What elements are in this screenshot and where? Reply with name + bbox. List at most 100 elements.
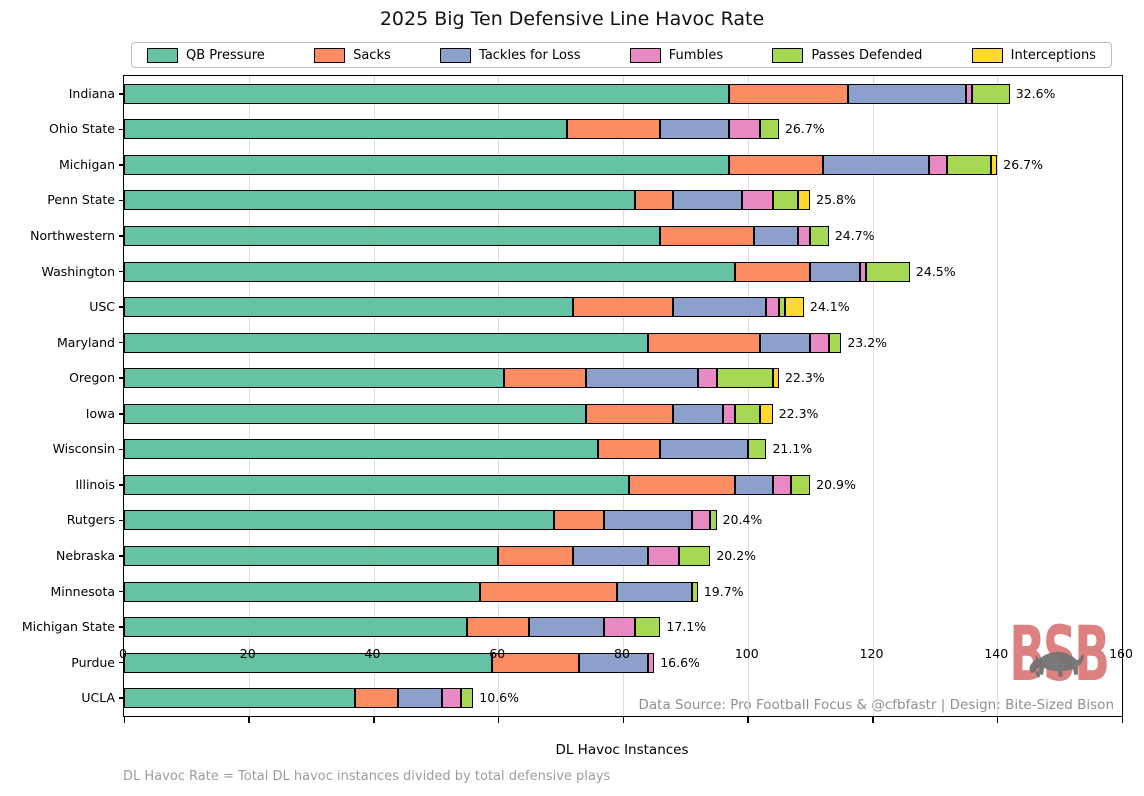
y-axis-tick — [119, 235, 124, 237]
bar-segment-fumbles — [691, 510, 711, 531]
y-axis-tick — [119, 164, 124, 166]
havoc-rate-label: 20.9% — [816, 476, 856, 492]
x-axis-tick-label: 0 — [119, 646, 127, 661]
x-axis-label: DL Havoc Instances — [555, 742, 689, 758]
x-axis-tick-label: 40 — [364, 646, 381, 661]
x-axis-tick — [373, 717, 375, 723]
bar-segment-fumbles — [697, 368, 717, 389]
x-axis-tick-label: 120 — [859, 646, 884, 661]
y-axis-tick — [119, 377, 124, 379]
bar-segment-fumbles — [928, 154, 948, 175]
y-axis-team-label: Ohio State — [49, 121, 115, 137]
bar-segment-interceptions — [797, 190, 811, 211]
legend-swatch-icon — [629, 47, 661, 63]
y-axis-tick — [119, 199, 124, 202]
y-axis-team-label: USC — [89, 299, 115, 315]
bar-segment-tackles-for-loss — [822, 154, 929, 175]
bar-segment-qb-pressure — [124, 297, 574, 318]
legend-label: QB Pressure — [186, 47, 265, 63]
x-axis-tick-label: 80 — [614, 646, 630, 661]
gridline — [248, 76, 250, 716]
bar-segment-qb-pressure — [124, 546, 499, 566]
gridline — [373, 76, 375, 716]
y-axis-tick — [119, 661, 124, 664]
y-axis-team-label: Iowa — [85, 405, 115, 421]
y-axis-team-label: Michigan — [58, 156, 115, 172]
havoc-rate-label: 20.4% — [722, 512, 763, 528]
bar-segment-passes-defended — [828, 332, 842, 353]
bar-segment-passes-defended — [778, 297, 786, 318]
bar-segment-tackles-for-loss — [672, 403, 723, 424]
legend-swatch-icon — [772, 47, 804, 63]
legend-label: Fumbles — [668, 47, 724, 63]
havoc-rate-label: 22.3% — [778, 405, 819, 421]
bar-segment-passes-defended — [710, 510, 717, 531]
bar-segment-fumbles — [647, 652, 655, 673]
havoc-rate-label: 19.7% — [703, 583, 744, 599]
bar-segment-tackles-for-loss — [616, 581, 692, 602]
y-axis-tick — [119, 626, 124, 628]
havoc-rate-label: 24.5% — [915, 263, 956, 279]
gridline — [997, 76, 999, 716]
gridline — [872, 76, 874, 716]
bar-segment-interceptions — [760, 403, 773, 424]
data-source-credit: Data Source: Pro Football Focus & @cfbfa… — [638, 697, 1114, 713]
gridline — [498, 76, 500, 716]
bar-segment-sacks — [554, 510, 605, 531]
bar-segment-passes-defended — [791, 474, 811, 495]
legend-label: Passes Defended — [811, 47, 923, 63]
bar-segment-tackles-for-loss — [604, 510, 692, 531]
bar-segment-tackles-for-loss — [660, 119, 730, 140]
bar-segment-fumbles — [766, 297, 779, 318]
bar-segment-interceptions — [785, 297, 804, 318]
gridline — [623, 76, 624, 716]
y-axis-tick — [119, 270, 124, 273]
y-axis-team-label: Oregon — [69, 370, 115, 386]
bar-segment-fumbles — [966, 83, 973, 104]
definition-note: DL Havoc Rate = Total DL havoc instances… — [123, 769, 611, 784]
legend-item-fumbles: Fumbles — [629, 47, 724, 63]
bar-segment-sacks — [735, 261, 811, 282]
bar-segment-sacks — [504, 368, 586, 389]
x-axis-tick — [123, 717, 125, 723]
bar-segment-qb-pressure — [124, 403, 586, 424]
bar-segment-qb-pressure — [124, 154, 730, 175]
bar-segment-tackles-for-loss — [810, 261, 861, 282]
legend-swatch-icon — [314, 47, 346, 63]
bar-segment-tackles-for-loss — [672, 297, 767, 318]
y-axis-tick — [119, 697, 124, 699]
bar-segment-passes-defended — [716, 368, 773, 389]
havoc-rate-label: 10.6% — [479, 690, 520, 706]
x-axis-tick — [872, 717, 874, 723]
bar-segment-tackles-for-loss — [672, 190, 742, 211]
bar-segment-interceptions — [772, 368, 779, 389]
bar-segment-passes-defended — [460, 688, 474, 709]
bar-segment-qb-pressure — [124, 474, 630, 495]
bar-segment-qb-pressure — [124, 332, 648, 353]
legend-label: Sacks — [353, 47, 391, 63]
y-axis-team-label: Rutgers — [66, 512, 115, 528]
bar-segment-qb-pressure — [124, 688, 355, 709]
bar-segment-fumbles — [860, 261, 867, 282]
bar-segment-qb-pressure — [124, 190, 636, 211]
x-axis-tick — [996, 717, 999, 723]
legend-swatch-icon — [971, 47, 1003, 63]
x-axis-tick-label: 140 — [984, 646, 1009, 661]
bar-segment-passes-defended — [760, 119, 779, 140]
y-axis-tick — [119, 93, 124, 95]
bar-segment-qb-pressure — [124, 368, 505, 389]
y-axis-tick — [119, 555, 124, 557]
bar-segment-qb-pressure — [124, 439, 599, 460]
bar-segment-sacks — [573, 297, 673, 318]
y-axis-tick — [119, 484, 124, 486]
havoc-rate-label: 26.7% — [784, 121, 825, 137]
bar-segment-passes-defended — [947, 154, 991, 175]
bar-segment-sacks — [629, 474, 736, 495]
bar-segment-tackles-for-loss — [753, 226, 798, 246]
y-axis-team-label: Illinois — [75, 476, 115, 492]
bar-segment-passes-defended — [972, 83, 1010, 104]
bar-segment-passes-defended — [747, 439, 767, 460]
bar-segment-fumbles — [442, 688, 461, 709]
bar-segment-passes-defended — [691, 581, 698, 602]
